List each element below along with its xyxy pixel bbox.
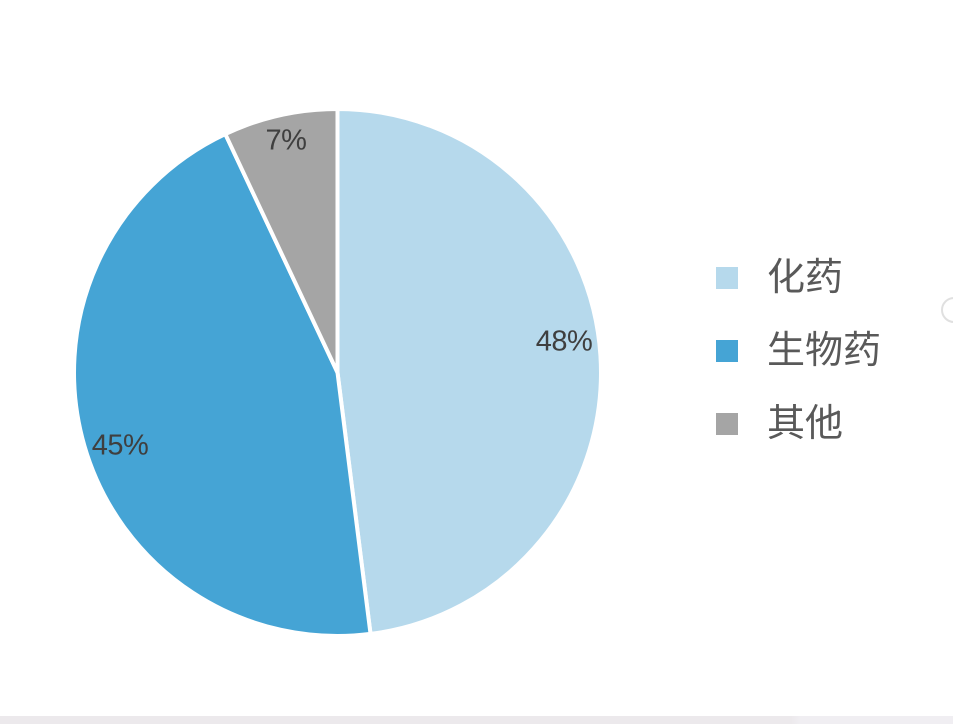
pie-slice-0[interactable] (335, 107, 603, 636)
pie-slice-1[interactable] (72, 132, 373, 638)
legend-label-shengwuyao: 生物药 (767, 329, 882, 372)
legend-swatch-huayao (716, 266, 738, 289)
pie-slice-2[interactable] (223, 107, 340, 375)
legend: 化药 生物药 其他 (716, 241, 881, 460)
legend-item-qita[interactable]: 其他 (716, 387, 881, 460)
legend-item-huayao[interactable]: 化药 (716, 241, 881, 314)
legend-swatch-shengwuyao (716, 339, 738, 362)
legend-label-huayao: 化药 (767, 256, 844, 299)
legend-swatch-qita (716, 412, 738, 435)
legend-label-qita: 其他 (767, 402, 844, 445)
bottom-edge-bar (0, 716, 953, 724)
legend-item-shengwuyao[interactable]: 生物药 (716, 314, 881, 387)
